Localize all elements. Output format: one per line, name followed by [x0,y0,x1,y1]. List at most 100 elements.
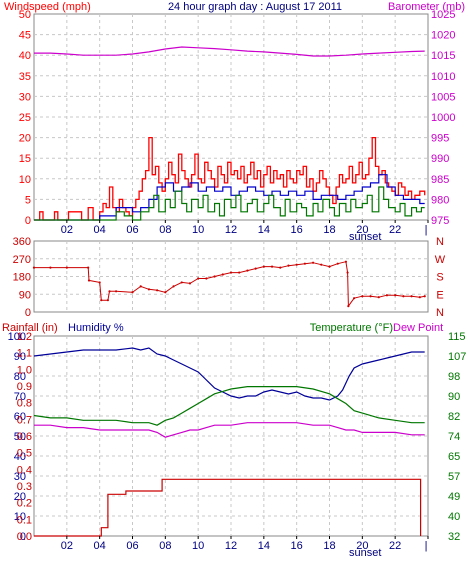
baro-y-tick-label: 1020 [431,30,455,42]
humidity-y-tick-label: 40 [14,451,26,463]
wind-y-tick-label: 15 [19,153,31,165]
baro-y-tick-label: 990 [431,153,449,165]
wind-x-tick-label: 20 [356,224,368,236]
direction-point [229,271,233,274]
humidity-x-tick-label: 12 [225,540,237,552]
direction-point [336,262,339,265]
direction-point [205,277,208,280]
humidity-y-tick-label: 10 [14,511,26,523]
humidity-x-tick-label: 14 [258,540,270,552]
direction-point [402,295,405,298]
direction-point [311,261,315,264]
wind-x-tick-label: 16 [291,224,303,236]
wind-y-tick-label: 50 [19,9,31,21]
rain-y-tick-label: 0.1 [17,514,32,526]
rain-y-tick-label: 0.9 [17,381,32,393]
humidity-x-tick-label: 08 [159,540,171,552]
wind-y-tick-label: 30 [19,91,31,103]
humidity-y-tick-label: 20 [14,491,26,503]
humidity-x-tick-label: | [425,540,428,552]
wind-x-tick-label: 22 [389,224,401,236]
baro-y-tick-label: 1025 [431,9,455,21]
series-average [34,174,425,221]
humidity-x-tick-label: 18 [323,540,335,552]
direction-point [385,294,389,297]
direction-point [287,264,290,267]
wind-y-tick-label: 20 [19,133,31,145]
humidity-x-tick-label: 20 [356,540,368,552]
rain-y-tick-label: 0.7 [17,414,32,426]
direction-point [221,273,224,276]
baro-y-tick-label: 980 [431,194,449,206]
direction-point [418,296,421,299]
rain-y-tick-label: 0.8 [17,398,32,410]
sunset-label: sunset [349,547,381,559]
humidity-x-tick-label: 02 [61,540,73,552]
temp-y-tick-label: 32 [448,531,460,543]
direction-point [361,295,364,298]
direction-point [377,296,380,299]
baro-y-tick-label: 985 [431,174,449,186]
baro-y-tick-label: 1015 [431,50,455,62]
series-humidity [33,347,425,401]
direction-point [106,299,109,302]
baro-y-tick-label: 1005 [431,91,455,103]
direction-y-tick-label: 270 [13,254,31,266]
wind-x-tick-label: 08 [159,224,171,236]
humidity-y-tick-label: 50 [14,431,26,443]
temp-y-tick-label: 65 [448,451,460,463]
compass-label: N [436,236,444,248]
direction-point [32,266,36,269]
wind-y-tick-label: 25 [19,112,31,124]
direction-point [49,266,52,269]
direction-panel-frame [33,240,429,313]
wind-y-tick-label: 10 [19,174,31,186]
rain-y-tick-label: 0.2 [17,498,32,510]
humidity-y-tick-label: 60 [14,411,26,423]
direction-point [213,275,216,278]
direction-y-tick-label: 0 [25,307,31,319]
wind-x-tick-label: 10 [192,224,204,236]
direction-point [262,265,265,268]
compass-label: W [435,254,446,266]
direction-point [410,295,413,298]
temp-y-tick-label: 57 [448,471,460,483]
rain-y-tick-label: 0.4 [17,464,32,476]
direction-point [180,281,183,284]
direction-point [246,269,249,272]
temp-y-tick-label: 115 [448,331,466,343]
humidity-y-tick-label: 80 [14,371,26,383]
direction-point [270,265,274,268]
direction-y-tick-label: 180 [13,272,31,284]
temp-y-tick-label: 74 [448,431,460,443]
temperature-axis-title: Temperature (°F) [310,322,393,334]
direction-point [320,263,323,266]
baro-y-tick-label: 975 [431,215,449,227]
series-low [34,186,425,221]
series-temperature [33,386,425,426]
humidity-axis-title: Humidity % [68,322,124,334]
direction-point [347,304,350,308]
wind-x-tick-label: 18 [323,224,335,236]
baro-y-tick-label: 1000 [431,112,455,124]
sunset-label: sunset [349,231,381,243]
direction-point [344,260,348,263]
direction-point [147,288,151,291]
temp-y-tick-label: 40 [448,511,460,523]
direction-point [172,285,175,288]
baro-y-tick-label: 1010 [431,71,455,83]
direction-point [87,266,90,269]
direction-point [254,267,257,270]
temp-y-tick-label: 82 [448,411,460,423]
direction-point [100,299,103,302]
direction-point [279,266,282,269]
direction-point [114,290,118,293]
direction-point [238,271,241,274]
direction-point [156,289,159,292]
direction-point [188,282,192,285]
compass-label: E [436,289,443,301]
wind-x-tick-label: 02 [61,224,73,236]
direction-point [139,285,142,288]
